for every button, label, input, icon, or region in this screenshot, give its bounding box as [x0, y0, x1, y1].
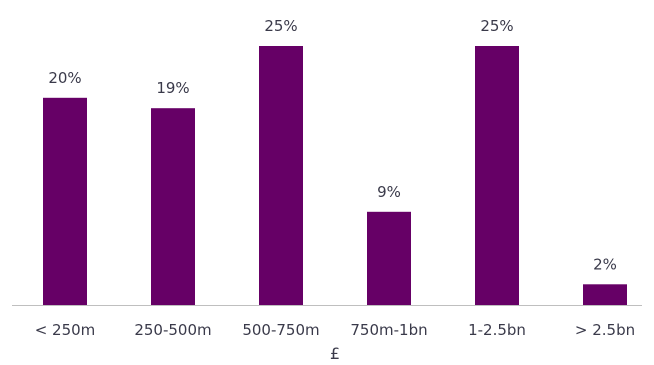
data-label-0: 20%: [48, 69, 81, 87]
bar-5: [583, 284, 627, 305]
data-label-4: 25%: [480, 17, 513, 35]
x-tick-label-0: < 250m: [35, 321, 96, 339]
x-tick-label-3: 750m-1bn: [350, 321, 427, 339]
x-tick-label-5: > 2.5bn: [575, 321, 635, 339]
data-label-3: 9%: [377, 183, 401, 201]
bar-4: [475, 46, 519, 305]
bar-1: [151, 108, 195, 305]
x-tick-label-1: 250-500m: [134, 321, 211, 339]
data-label-2: 25%: [264, 17, 297, 35]
bars-group: [43, 46, 627, 305]
x-tick-label-4: 1-2.5bn: [468, 321, 526, 339]
data-label-1: 19%: [156, 79, 189, 97]
x-axis-title: £: [330, 344, 340, 363]
bar-3: [367, 211, 411, 305]
x-tick-label-2: 500-750m: [242, 321, 319, 339]
bar-2: [259, 46, 303, 305]
x-tick-labels-group: < 250m 250-500m 500-750m 750m-1bn 1-2.5bn > 2…: [35, 321, 635, 339]
data-label-5: 2%: [593, 255, 617, 273]
bar-0: [43, 97, 87, 305]
data-labels-group: 20% 19% 25% 9% 25% 2%: [48, 17, 617, 273]
